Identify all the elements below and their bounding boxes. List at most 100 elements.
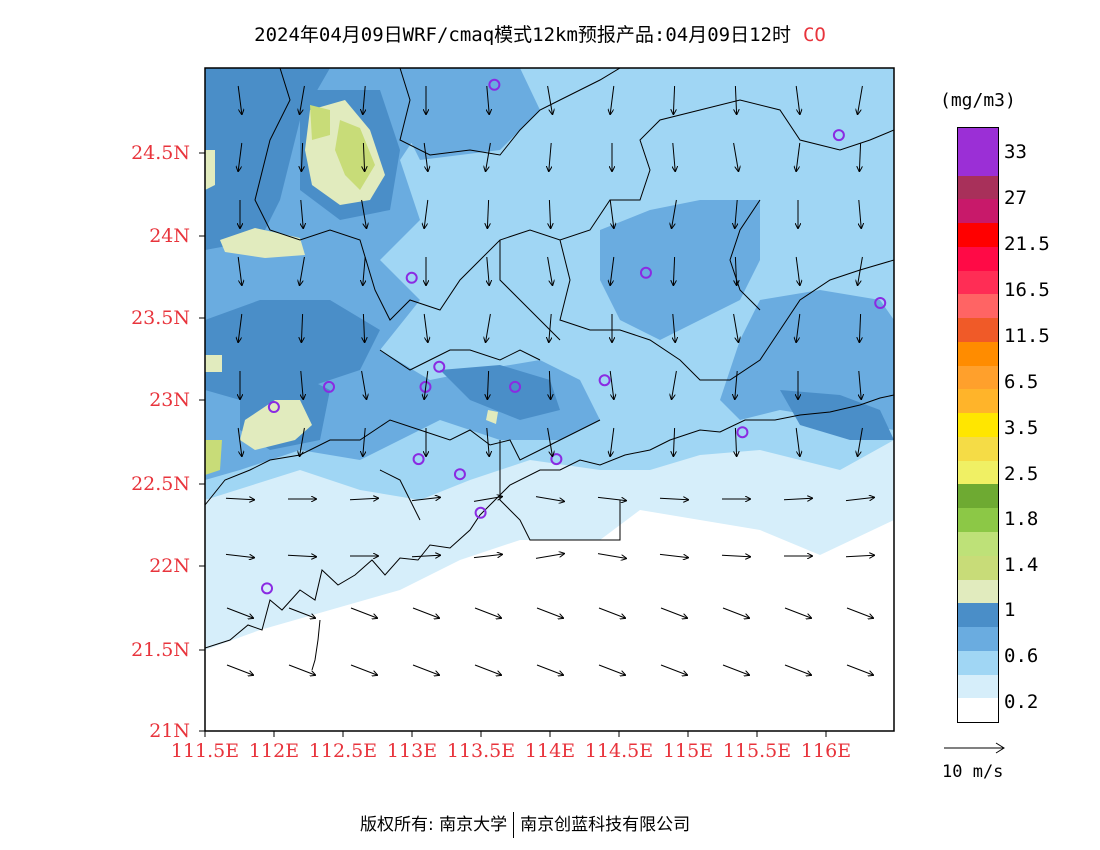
- map-title: 2024年04月09日WRF/cmaq模式12km预报产品:04月09日12时 C…: [0, 20, 1080, 47]
- wind-vector-arrow: [784, 664, 811, 675]
- colorbar-swatch: [958, 627, 998, 651]
- monitoring-station-marker: [474, 506, 487, 519]
- colorbar-swatch: [958, 484, 998, 509]
- wind-vector-arrow: [474, 664, 501, 675]
- wind-vector-arrow: [795, 427, 800, 456]
- colorbar-label: 6.5: [1004, 371, 1039, 393]
- colorbar-label: 0.6: [1004, 645, 1039, 667]
- wind-vector-arrow: [547, 427, 553, 456]
- colorbar-label: 33: [1004, 141, 1027, 163]
- copyright-footer: 版权所有: 南京大学 南京创蓝科技有限公司: [360, 810, 690, 838]
- wind-vector-arrow: [859, 313, 860, 342]
- copyright-left: 版权所有: 南京大学: [360, 815, 508, 835]
- footer-divider: [513, 812, 515, 838]
- wind-vector-arrow: [672, 370, 677, 399]
- concentration-field: [205, 68, 894, 731]
- title-species: CO: [802, 24, 826, 46]
- wind-vector-arrow: [549, 313, 551, 342]
- wind-vector-arrow: [361, 199, 367, 228]
- monitoring-station-marker: [736, 426, 749, 439]
- wind-vector-arrow: [672, 199, 677, 228]
- colorbar-label: 11.5: [1004, 325, 1050, 347]
- wind-vector-arrow: [735, 427, 736, 456]
- colorbar-swatch: [958, 460, 998, 485]
- wind-vector-arrow: [597, 553, 626, 559]
- wind-vector-arrow: [598, 607, 625, 618]
- wind-vector-arrow: [735, 85, 736, 114]
- wind-vector-arrow: [722, 664, 749, 675]
- wind-vector-arrow: [733, 313, 739, 342]
- wind-vector-arrow: [300, 85, 305, 114]
- wind-vector-arrow: [735, 199, 737, 228]
- y-tick-label: 24.5N: [131, 142, 190, 164]
- colorbar-swatch: [958, 246, 998, 271]
- wind-vector-arrow: [473, 497, 502, 502]
- wind-vector-arrow: [473, 554, 502, 559]
- wind-vector-arrow: [549, 142, 551, 171]
- x-tick-label: 111.5E: [170, 740, 240, 762]
- wind-vector-arrow: [660, 664, 687, 675]
- wind-vector-arrow: [412, 607, 439, 618]
- wind-vector-arrow: [547, 256, 553, 285]
- colorbar-label: 21.5: [1004, 233, 1050, 255]
- wind-vector-arrow: [487, 427, 489, 456]
- wind-vector-arrow: [673, 85, 674, 114]
- wind-vector-arrow: [424, 370, 429, 399]
- wind-vector-arrow: [287, 555, 316, 557]
- wind-vector-arrow: [783, 498, 812, 500]
- wind-vector-arrow: [288, 607, 315, 618]
- wind-vector-arrow: [846, 664, 873, 675]
- y-tick-label: 23.5N: [131, 307, 190, 329]
- wind-vector-arrow: [225, 553, 254, 557]
- wind-vector-arrow: [349, 498, 378, 500]
- wind-vector-arrow: [735, 370, 737, 399]
- wind-vector-arrow: [350, 664, 377, 675]
- wind-vector-arrow: [300, 256, 305, 285]
- monitoring-station-marker: [412, 453, 425, 466]
- colorbar-swatch: [958, 413, 998, 437]
- wind-vector-arrow: [226, 664, 253, 675]
- colorbar-label: 1.8: [1004, 508, 1039, 530]
- wind-vector-arrow: [859, 142, 860, 171]
- wind-vector-arrow: [535, 496, 564, 502]
- x-tick-label: 112.5E: [308, 740, 378, 762]
- wind-vector-arrow: [487, 199, 488, 228]
- monitoring-station-marker: [261, 582, 274, 595]
- wind-vector-arrow: [301, 199, 303, 228]
- wind-vector-arrow: [659, 553, 688, 557]
- y-tick-label: 22N: [149, 555, 190, 577]
- colorbar-swatch: [958, 341, 998, 366]
- x-tick-label: 113E: [386, 740, 438, 762]
- colorbar-swatch: [958, 603, 998, 628]
- colorbar-label: 16.5: [1004, 279, 1050, 301]
- wind-vector-arrow: [536, 664, 563, 675]
- colorbar-swatch: [958, 294, 998, 319]
- wind-vector-arrow: [350, 607, 377, 618]
- colorbar-swatch: [958, 128, 998, 152]
- colorbar-swatch: [958, 436, 998, 461]
- y-tick-label: 22.5N: [131, 473, 190, 495]
- wind-vector-arrow: [226, 607, 253, 618]
- wind-vector-arrow: [610, 85, 615, 114]
- reference-vector-label: 10 m/s: [942, 762, 1004, 782]
- y-tick-label: 21.5N: [131, 639, 190, 661]
- colorbar-swatch: [958, 579, 998, 604]
- wind-vector-arrow: [487, 370, 488, 399]
- wind-vector-arrow: [859, 370, 861, 399]
- wind-vector-arrow: [361, 370, 367, 399]
- monitoring-station-marker: [639, 266, 652, 279]
- wind-vector-arrow: [412, 664, 439, 675]
- monitoring-station-marker: [509, 380, 522, 393]
- colorbar-swatch: [958, 270, 998, 295]
- monitoring-station-marker: [453, 468, 466, 481]
- monitoring-station-marker: [832, 129, 845, 142]
- colorbar-swatch: [958, 555, 998, 580]
- wind-vector-arrow: [487, 256, 489, 285]
- wind-vector-arrow: [673, 142, 675, 171]
- x-tick-label: 114.5E: [584, 740, 654, 762]
- x-tick-label: 113.5E: [446, 740, 516, 762]
- wind-vector-arrow: [549, 199, 550, 228]
- monitoring-station-marker: [267, 401, 280, 414]
- monitoring-station-marker: [405, 271, 418, 284]
- y-tick-label: 21N: [149, 720, 190, 742]
